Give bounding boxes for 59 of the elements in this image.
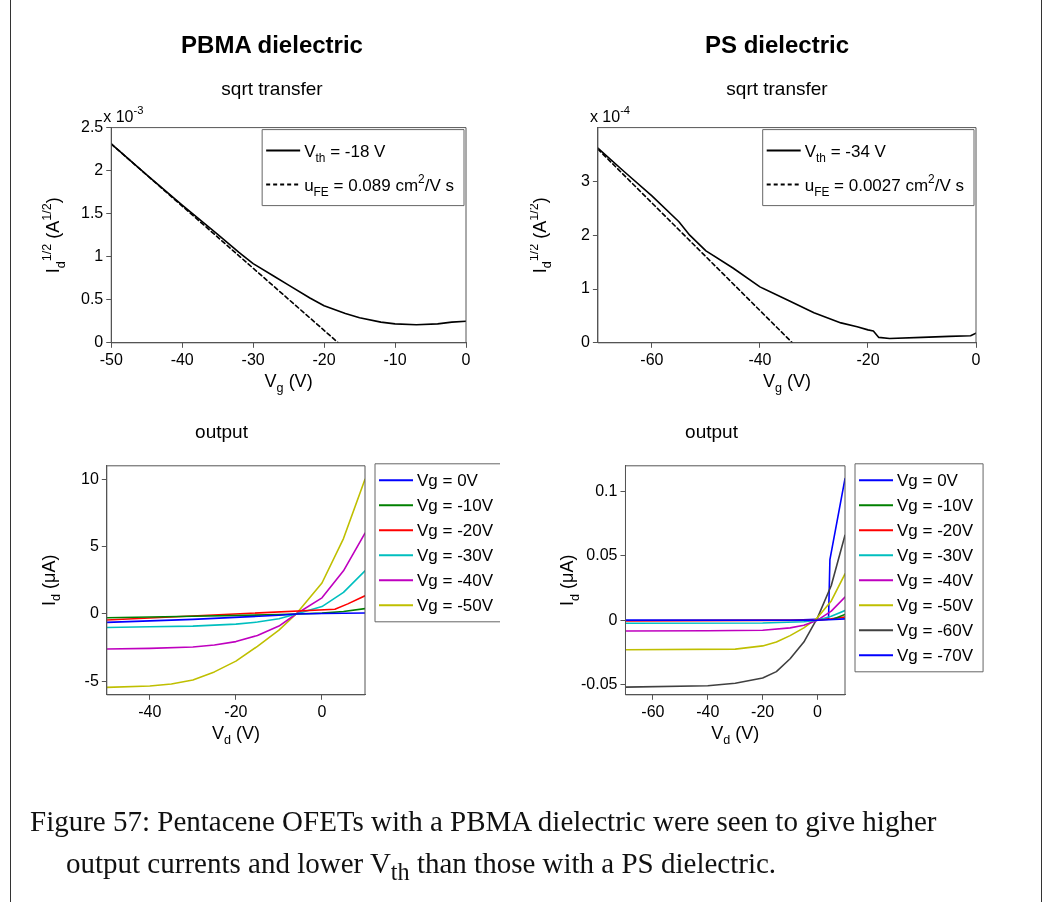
- y-tick-label: 2: [94, 161, 104, 179]
- legend-label: Vg = -60V: [897, 621, 974, 641]
- y-tick-label: 0.1: [595, 481, 618, 499]
- legend-label: Vg = -50V: [897, 596, 974, 616]
- chart-title: PBMA dielectric: [181, 31, 363, 59]
- y-tick-label: 0: [580, 333, 590, 351]
- legend-label: Vg = 0V: [417, 471, 479, 491]
- legend-label: Vg = -30V: [417, 546, 494, 566]
- y-tick-label: 1: [94, 247, 104, 265]
- y-tick-label: 10: [81, 469, 99, 487]
- legend-label: Vg = -40V: [417, 571, 494, 591]
- legend-label: Vg = -70V: [897, 646, 974, 666]
- y-tick-label: 2: [580, 225, 590, 243]
- x-tick-label: -30: [241, 350, 265, 368]
- y-tick-label: 0.5: [80, 290, 104, 308]
- y-tick-label: -5: [84, 671, 99, 689]
- x-tick-label: -40: [748, 350, 772, 368]
- x-tick-label: -50: [99, 350, 123, 368]
- caption: Figure 57: Pentacene OFETs with a PBMA dielectric were seen to give higher output currents and lower V$_{th}$ than those with a PS dielectric.: [30, 804, 938, 887]
- legend-label: Vg = -40V: [897, 571, 974, 591]
- x-tick-label: -40: [138, 702, 162, 720]
- y-tick-label: 0: [89, 604, 99, 622]
- y-tick-label: 3: [580, 171, 590, 189]
- x-tick-label: 0: [317, 702, 327, 720]
- y-axis-title: Id1/2 (A1/2): [40, 197, 68, 274]
- chart-title: PS dielectric: [704, 31, 850, 59]
- chart-subtitle: sqrt transfer: [221, 78, 324, 100]
- x-tick-label: -20: [856, 350, 880, 368]
- y-tick-label: 1.5: [80, 204, 104, 222]
- chart-subtitle: sqrt transfer: [726, 78, 829, 100]
- legend-label: Vg = -50V: [417, 596, 494, 616]
- legend-label: Vg = -10V: [897, 496, 974, 516]
- y-tick-label: 2.5: [80, 118, 104, 136]
- x-tick-label: -10: [383, 350, 407, 368]
- y-axis-title: Id (μA): [557, 554, 582, 606]
- y-tick-label: 0: [94, 333, 104, 351]
- x-tick-label: -60: [641, 702, 665, 720]
- y-tick-label: 0: [608, 610, 618, 628]
- x-tick-label: -20: [751, 702, 775, 720]
- y-axis-title: Id (μA): [38, 554, 64, 606]
- legend-label: Vg = -20V: [417, 521, 494, 541]
- chart-title: output: [685, 420, 739, 442]
- legend-label: Vg = -20V: [897, 521, 974, 541]
- y-tick-label: 5: [89, 537, 99, 555]
- x-tick-label: -40: [696, 702, 720, 720]
- x-tick-label: 0: [813, 702, 823, 720]
- legend-label: Vg = -10V: [417, 496, 494, 516]
- x-tick-label: -40: [170, 350, 194, 368]
- legend-label: Vg = -30V: [897, 546, 974, 566]
- chart-title: output: [195, 420, 249, 442]
- x-tick-label: 0: [971, 350, 981, 368]
- y-tick-label: 0.05: [586, 546, 618, 564]
- x-tick-label: -20: [312, 350, 336, 368]
- legend-label: Vg = 0V: [897, 471, 959, 491]
- x-tick-label: -20: [224, 702, 248, 720]
- y-tick-label: -0.05: [581, 674, 618, 692]
- y-tick-label: 1: [580, 279, 590, 297]
- x-tick-label: -60: [640, 350, 664, 368]
- x-tick-label: 0: [461, 350, 471, 368]
